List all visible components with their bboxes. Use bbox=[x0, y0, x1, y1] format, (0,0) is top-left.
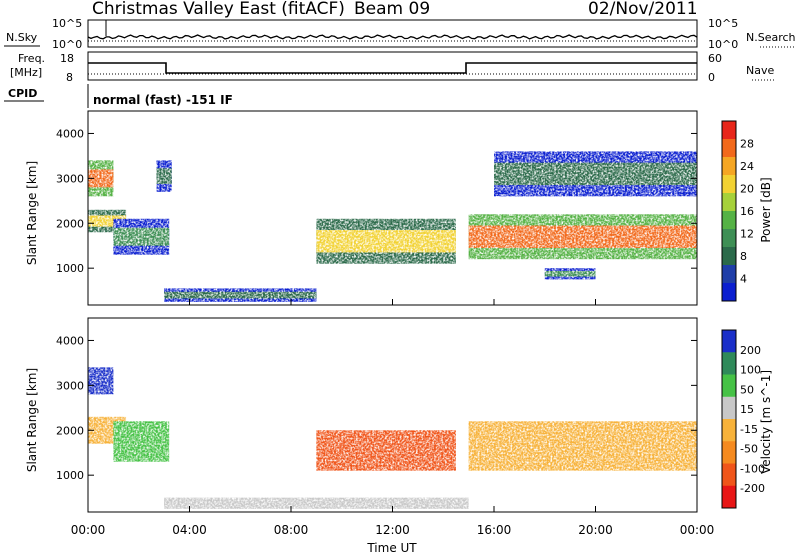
power-colorbar: 28 24 20 16 12 8 4 bbox=[721, 120, 754, 302]
velocity-y-axis: 4000 3000 2000 1000 bbox=[56, 334, 697, 482]
y-tick-label: 4000 bbox=[56, 127, 84, 140]
colorbar-swatch bbox=[722, 396, 736, 420]
colorbar-swatch bbox=[722, 463, 736, 487]
noise-panel-frame bbox=[87, 19, 698, 48]
velocity-colorbar: 200 100 50 15 -15 -50 -100 -200 bbox=[721, 329, 765, 509]
freq-label-line1: Freq. bbox=[18, 52, 45, 65]
x-tick-label: 12:00 bbox=[375, 523, 410, 537]
power-scatter-texture bbox=[88, 111, 697, 305]
colorbar-swatch bbox=[722, 330, 736, 353]
velocity-colorbar-label: Velocity [m s^-1] bbox=[759, 370, 773, 474]
colorbar-tick-label: -100 bbox=[740, 462, 765, 475]
y-tick-label: 2000 bbox=[56, 217, 84, 230]
colorbar-tick-label: 16 bbox=[740, 205, 754, 218]
colorbar-tick-label: 12 bbox=[740, 228, 754, 241]
beam-label: Beam 09 bbox=[354, 0, 430, 19]
noise-left-tick-top: 10^5 bbox=[52, 17, 82, 30]
x-tick-label: 16:00 bbox=[477, 523, 512, 537]
colorbar-tick-label: 50 bbox=[740, 383, 754, 396]
colorbar-swatch bbox=[722, 247, 736, 266]
colorbar-swatch bbox=[722, 265, 736, 284]
colorbar-swatch bbox=[722, 175, 736, 194]
freq-tick-bottom: 8 bbox=[66, 71, 73, 84]
power-colorbar-label: Power [dB] bbox=[759, 177, 773, 242]
noise-sky-label: N.Sky bbox=[6, 31, 38, 44]
x-tick-label: 20:00 bbox=[578, 523, 613, 537]
colorbar-tick-label: 4 bbox=[740, 273, 747, 286]
power-ylabel: Slant Range [km] bbox=[25, 161, 39, 265]
y-tick-label: 1000 bbox=[56, 469, 84, 482]
freq-tick-top: 18 bbox=[60, 52, 74, 65]
x-tick-label: 00:00 bbox=[680, 523, 715, 537]
colorbar-tick-label: 15 bbox=[740, 403, 754, 416]
colorbar-tick-label: 8 bbox=[740, 250, 747, 263]
nave-tick-top: 60 bbox=[708, 52, 722, 65]
noise-left-tick-bottom: 10^0 bbox=[52, 38, 82, 51]
colorbar-swatch bbox=[722, 211, 736, 230]
freq-panel-frame bbox=[87, 51, 698, 81]
noise-right-tick-top: 10^5 bbox=[708, 17, 738, 30]
y-tick-label: 1000 bbox=[56, 262, 84, 275]
colorbar-swatch bbox=[722, 157, 736, 176]
plot-title: Christmas Valley East (fitACF) bbox=[92, 0, 345, 19]
colorbar-swatch bbox=[722, 193, 736, 212]
y-tick-label: 2000 bbox=[56, 424, 84, 437]
colorbar-tick-label: -15 bbox=[740, 423, 758, 436]
x-tick-label: 04:00 bbox=[172, 523, 207, 537]
colorbar-tick-label: 24 bbox=[740, 160, 754, 173]
colorbar-tick-label: 200 bbox=[740, 344, 761, 357]
velocity-scatter-texture bbox=[88, 318, 697, 512]
colorbar-swatch bbox=[722, 352, 736, 375]
cpid-label: CPID bbox=[8, 87, 37, 100]
noise-sky-trace bbox=[87, 34, 698, 40]
colorbar-swatch bbox=[722, 374, 736, 398]
date-label: 02/Nov/2011 bbox=[588, 0, 698, 19]
noise-search-label: N.Search bbox=[746, 31, 796, 44]
power-y-axis: 4000 3000 2000 1000 bbox=[56, 127, 697, 275]
nave-tick-bottom: 0 bbox=[708, 71, 715, 84]
time-axis-label: Time UT bbox=[366, 541, 417, 554]
colorbar-tick-label: -50 bbox=[740, 443, 758, 456]
velocity-ylabel: Slant Range [km] bbox=[25, 368, 39, 472]
colorbar-frame bbox=[721, 120, 737, 302]
cpid-value: normal (fast) -151 IF bbox=[93, 93, 233, 107]
colorbar-swatch bbox=[722, 419, 736, 442]
colorbar-swatch bbox=[722, 283, 736, 302]
freq-label-line2: [MHz] bbox=[10, 66, 42, 79]
frequency-trace bbox=[88, 62, 697, 74]
colorbar-swatch bbox=[722, 441, 736, 464]
colorbar-swatch bbox=[722, 229, 736, 248]
time-axis: 00:00 04:00 08:00 12:00 16:00 20:00 00:00 bbox=[71, 299, 715, 537]
colorbar-tick-label: 100 bbox=[740, 364, 761, 377]
y-tick-label: 3000 bbox=[56, 172, 84, 185]
nave-label: Nave bbox=[746, 64, 774, 77]
x-tick-label: 08:00 bbox=[274, 523, 309, 537]
colorbar-tick-label: 20 bbox=[740, 183, 754, 196]
colorbar-swatch bbox=[722, 121, 736, 140]
noise-right-tick-bottom: 10^0 bbox=[708, 38, 738, 51]
y-tick-label: 4000 bbox=[56, 334, 84, 347]
colorbar-tick-label: -200 bbox=[740, 482, 765, 495]
x-tick-label: 00:00 bbox=[71, 523, 106, 537]
colorbar-swatch bbox=[722, 139, 736, 158]
y-tick-label: 3000 bbox=[56, 379, 84, 392]
colorbar-tick-label: 28 bbox=[740, 138, 754, 151]
colorbar-frame bbox=[721, 329, 737, 509]
colorbar-swatch bbox=[722, 485, 736, 509]
